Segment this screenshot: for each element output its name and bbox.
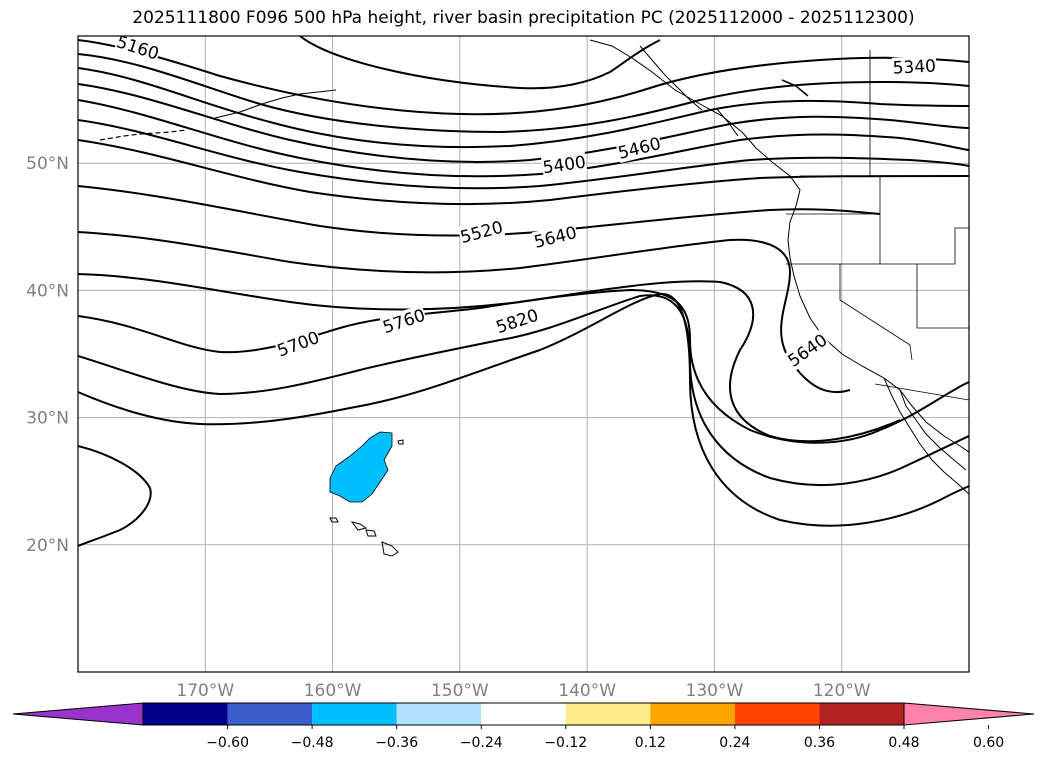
colorbar-tick-label: −0.60 <box>206 735 249 751</box>
contour-5400 <box>78 119 969 190</box>
colorbar-extend-high <box>903 702 1035 726</box>
contour-5160 <box>299 36 661 90</box>
contour-label-mask <box>457 216 506 248</box>
colorbar-frame <box>142 702 905 726</box>
contour-label-mask <box>113 36 162 64</box>
contour-label-group: 5220 <box>10 29 58 63</box>
contour-label: 5220 <box>11 30 58 62</box>
colorbar-tick-label: 0.36 <box>804 735 835 751</box>
contour-label-group: 5580 <box>0 226 37 251</box>
contour-5580 <box>78 231 851 394</box>
map-background <box>78 36 969 672</box>
colorbar-segment <box>819 703 904 725</box>
gridlines <box>78 36 969 672</box>
axis-tick-labels: 20°N 30°N 40°N 50°N 170°W 160°W 150°W 140°W 130°… <box>26 154 871 700</box>
colorbar-tick-label: 0.60 <box>973 735 1004 751</box>
lon-tick-label: 160°W <box>304 681 362 700</box>
colorbar-segment <box>396 703 482 725</box>
lat-tick-label: 20°N <box>26 536 69 556</box>
colorbar-tick-label: −0.48 <box>291 735 334 751</box>
precipitation-region <box>329 431 393 503</box>
contour-label-mask <box>493 304 542 338</box>
colorbar-tick-label: 0.48 <box>888 735 919 751</box>
contour-label-mask <box>891 55 937 78</box>
contour-label-mask <box>531 221 580 253</box>
contour-label: 5580 <box>0 227 37 251</box>
colorbar-tick-label: 0.24 <box>719 735 750 751</box>
colorbar-segment <box>312 703 397 725</box>
contour-5220 <box>78 39 969 116</box>
lon-tick-label: 130°W <box>686 681 744 700</box>
lat-tick-label: 40°N <box>26 281 69 301</box>
colorbar-tick-label: 0.12 <box>635 735 666 751</box>
lat-tick-label: 50°N <box>26 154 69 174</box>
map-frame <box>77 35 970 673</box>
colorbar-segment <box>565 703 651 725</box>
colorbar-segment <box>481 703 566 725</box>
contour-label-mask <box>0 226 37 250</box>
contour-5760 <box>78 294 969 486</box>
contour-5880 <box>78 445 152 547</box>
lon-tick-label: 140°W <box>558 681 616 700</box>
colorbar-segment <box>734 703 820 725</box>
lon-tick-label: 170°W <box>176 681 234 700</box>
lat-tick-label: 30°N <box>26 409 69 429</box>
contour-label: 5340 <box>892 56 936 78</box>
lon-tick-label: 150°W <box>431 681 489 700</box>
contour-5700 <box>78 288 969 444</box>
contour-5820 <box>78 292 969 527</box>
contour-label-group: 5880 <box>13 454 62 492</box>
contour-label-mask <box>783 329 832 371</box>
chart-title: 2025111800 F096 500 hPa height, river ba… <box>132 8 915 28</box>
contour-label-mask <box>615 132 664 163</box>
colorbar-segment <box>227 703 313 725</box>
colorbar-tick-label: −0.24 <box>460 735 503 751</box>
colorbar-tick-label: −0.36 <box>375 735 418 751</box>
contour-label-mask <box>11 29 59 62</box>
colorbar-segment <box>143 703 228 725</box>
contour-label-mask <box>541 151 588 178</box>
contour-label-mask <box>379 304 428 338</box>
lon-tick-label: 120°W <box>813 681 871 700</box>
colorbar-segment <box>650 703 735 725</box>
contour-label-mask <box>274 326 323 361</box>
contour-5520 <box>78 185 881 237</box>
contour-5460 <box>78 139 969 206</box>
contour-label: 5880 <box>13 455 61 491</box>
contour-label-group: 5340 <box>891 55 937 79</box>
colorbar-extend-low <box>12 702 144 726</box>
contour-label-mask <box>13 454 61 491</box>
colorbar-tick-label: −0.12 <box>544 735 587 751</box>
